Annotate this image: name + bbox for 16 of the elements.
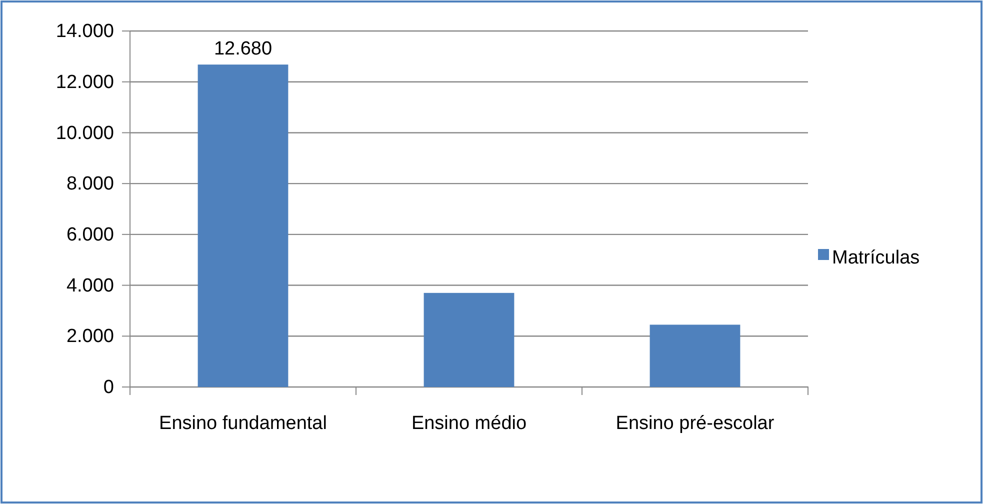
y-tick-label: 0 bbox=[103, 377, 114, 398]
bar bbox=[650, 324, 740, 387]
bar bbox=[198, 64, 288, 387]
bar bbox=[424, 292, 514, 387]
x-tick-label: Ensino fundamental bbox=[159, 413, 327, 434]
y-tick-label: 14.000 bbox=[56, 21, 114, 42]
x-tick-label: Ensino médio bbox=[411, 413, 527, 434]
data-label: 12.680 bbox=[214, 38, 272, 60]
y-tick-label: 6.000 bbox=[66, 224, 114, 246]
y-tick-label: 12.000 bbox=[56, 72, 114, 93]
x-tick-label: Ensino pré-escolar bbox=[616, 413, 775, 434]
y-tick-label: 2.000 bbox=[66, 326, 114, 348]
y-tick-label: 10.000 bbox=[56, 122, 114, 144]
y-tick-label: 8.000 bbox=[66, 174, 114, 195]
y-tick-label: 4.000 bbox=[66, 275, 114, 296]
legend-label: Matrículas bbox=[832, 248, 920, 269]
